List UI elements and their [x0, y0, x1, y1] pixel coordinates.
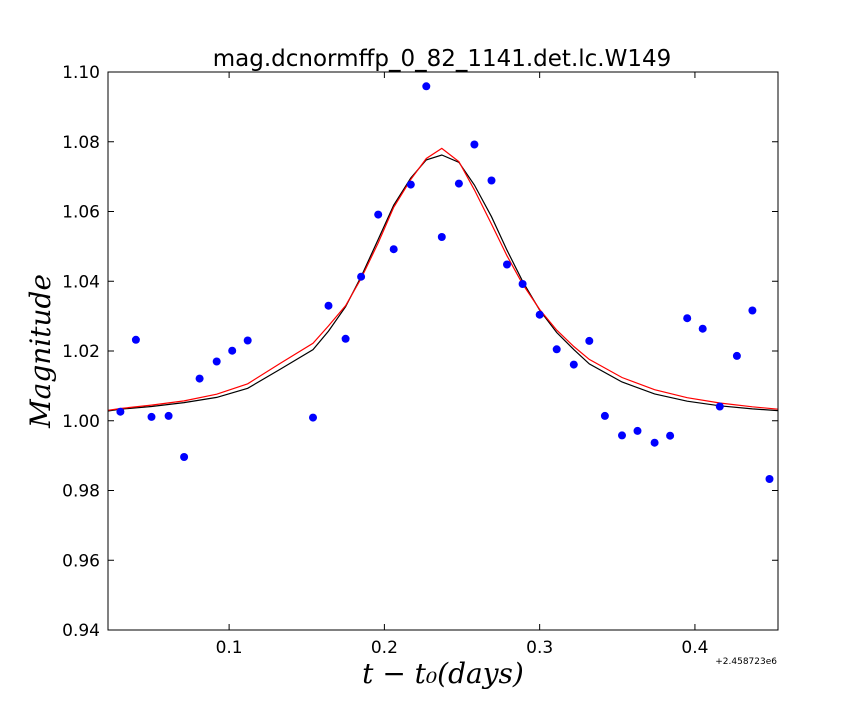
data-point — [618, 431, 626, 440]
y-axis-label: Magnitude — [24, 274, 57, 429]
data-point — [422, 82, 431, 91]
data-point — [341, 334, 350, 343]
y-tick-label: 1.04 — [62, 272, 100, 292]
data-point — [131, 335, 140, 344]
data-point — [437, 233, 446, 241]
data-point — [116, 407, 125, 416]
y-tick-label: 0.98 — [62, 482, 100, 502]
data-point — [487, 176, 496, 185]
plot-area — [107, 82, 779, 483]
data-point — [552, 345, 561, 354]
data-point — [732, 351, 741, 360]
data-point — [164, 411, 173, 420]
data-point — [147, 412, 156, 421]
y-tick-label: 1.02 — [62, 342, 100, 362]
y-tick-label: 1.06 — [62, 203, 100, 223]
data-point — [195, 374, 204, 383]
y-tick-label: 0.94 — [62, 621, 100, 641]
model-curve-1 — [107, 154, 779, 412]
data-point — [650, 438, 659, 447]
chart-title: mag.dcnormffp_0_82_1141.det.lc.W149 — [213, 46, 672, 72]
x-tick-label: 0.3 — [526, 638, 553, 658]
data-point — [535, 310, 544, 319]
x-tick-label: 0.4 — [681, 638, 708, 658]
y-tick-label: 0.96 — [62, 551, 100, 571]
data-point — [374, 210, 383, 219]
data-point — [600, 411, 609, 420]
model-curve-2 — [107, 147, 779, 411]
data-point — [666, 431, 675, 440]
data-point — [633, 426, 642, 435]
data-point — [748, 306, 757, 315]
data-point — [389, 245, 398, 254]
x-axis-label: t − t₀(days) — [362, 657, 524, 690]
y-tick-label: 1.10 — [62, 63, 100, 83]
data-point — [765, 475, 774, 483]
x-tick-label: 0.1 — [216, 638, 243, 658]
data-point — [454, 179, 463, 188]
data-point — [228, 346, 237, 355]
data-point — [569, 360, 578, 369]
x-offset-label: +2.458723e6 — [715, 657, 777, 667]
data-point — [357, 272, 366, 281]
y-tick-label: 1.08 — [62, 133, 100, 153]
data-point — [470, 140, 479, 149]
axis-ticks: 0.94 0.96 0.98 1.00 1.02 1.04 1.06 1.08 1.10 0.1 0… — [62, 63, 778, 658]
data-point — [406, 180, 415, 189]
data-point — [683, 314, 692, 323]
data-point — [212, 357, 221, 366]
data-point — [585, 336, 594, 345]
y-tick-label: 1.00 — [62, 412, 100, 432]
data-point — [243, 336, 252, 345]
data-point — [180, 453, 189, 461]
data-point — [503, 260, 511, 269]
data-point — [518, 280, 527, 288]
data-point — [698, 324, 707, 333]
data-point — [715, 402, 724, 411]
data-point — [309, 413, 317, 422]
x-tick-label: 0.2 — [371, 638, 398, 658]
data-point — [324, 301, 333, 310]
